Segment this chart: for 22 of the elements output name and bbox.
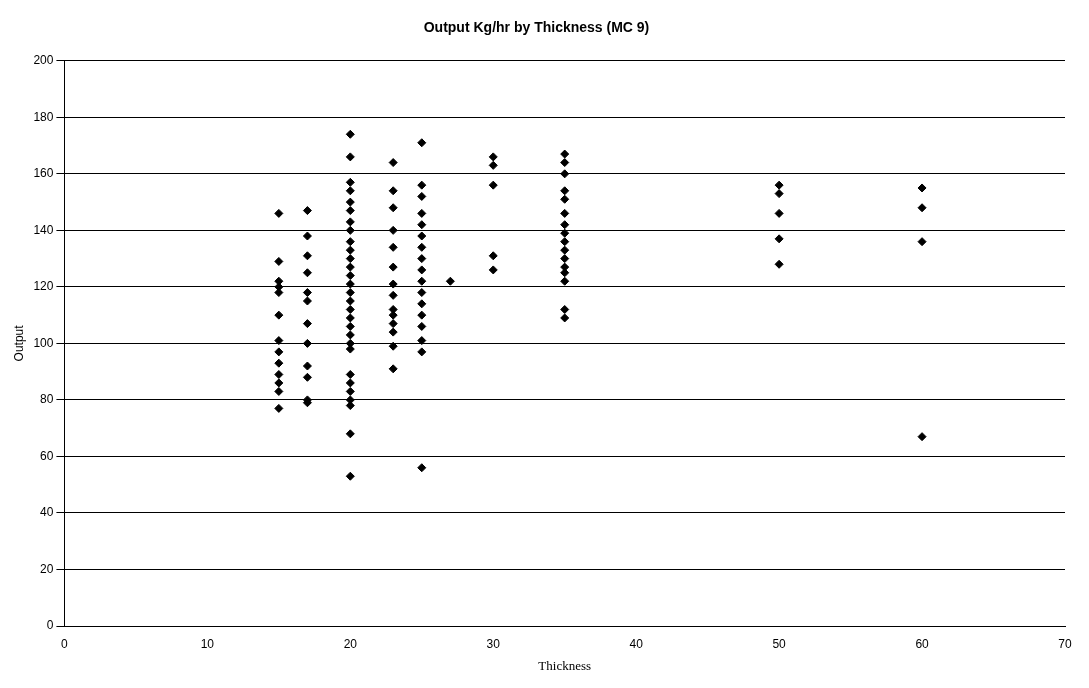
x-axis-title: Thickness: [538, 657, 592, 673]
x-tick-label: 40: [629, 636, 644, 651]
x-tick-label: 30: [486, 636, 501, 651]
x-tick-label: 10: [200, 636, 215, 651]
y-tick-label: 200: [33, 53, 54, 68]
y-tick-label: 180: [33, 109, 54, 124]
x-tick-label: 60: [915, 636, 930, 651]
y-tick-label: 120: [33, 279, 54, 294]
y-tick-label: 160: [33, 166, 54, 181]
y-tick-label: 40: [40, 505, 54, 520]
x-tick-label: 20: [343, 636, 358, 651]
y-tick-label: 60: [40, 448, 54, 463]
y-tick-label: 100: [33, 335, 54, 350]
y-tick-label: 80: [40, 392, 54, 407]
y-tick-label: 20: [40, 561, 54, 576]
y-tick-label: 0: [46, 618, 54, 633]
x-tick-label: 50: [772, 636, 787, 651]
x-tick-label: 0: [61, 636, 69, 651]
x-tick-label: 70: [1058, 636, 1072, 651]
y-tick-label: 140: [33, 222, 54, 237]
chart-title: Output Kg/hr by Thickness (MC 9): [423, 19, 650, 36]
y-axis-title: Output: [11, 324, 26, 362]
